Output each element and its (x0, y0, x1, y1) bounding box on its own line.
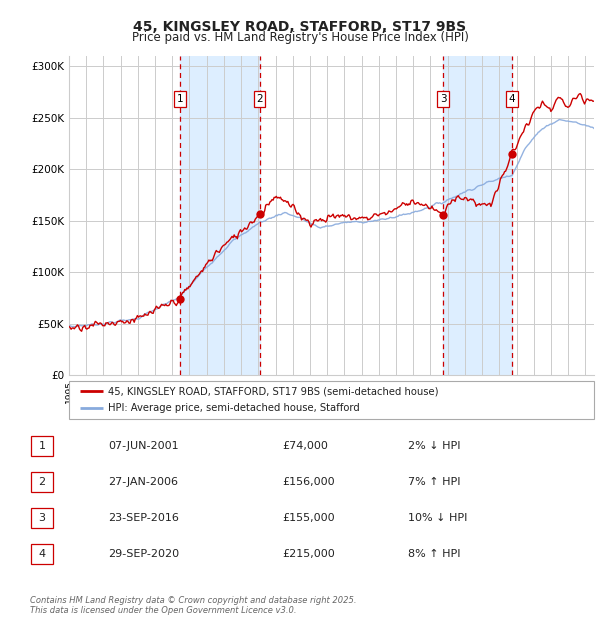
Text: 27-JAN-2006: 27-JAN-2006 (108, 477, 178, 487)
Text: 07-JUN-2001: 07-JUN-2001 (108, 441, 179, 451)
FancyBboxPatch shape (31, 544, 53, 564)
Text: 7% ↑ HPI: 7% ↑ HPI (408, 477, 461, 487)
Text: 3: 3 (440, 94, 446, 104)
Text: 45, KINGSLEY ROAD, STAFFORD, ST17 9BS: 45, KINGSLEY ROAD, STAFFORD, ST17 9BS (133, 20, 467, 34)
Bar (180, 56, 260, 375)
FancyBboxPatch shape (31, 508, 53, 528)
Bar (443, 56, 512, 375)
Text: 3: 3 (38, 513, 46, 523)
Text: 2: 2 (38, 477, 46, 487)
Text: £215,000: £215,000 (282, 549, 335, 559)
Text: 10% ↓ HPI: 10% ↓ HPI (408, 513, 467, 523)
Text: Contains HM Land Registry data © Crown copyright and database right 2025.
This d: Contains HM Land Registry data © Crown c… (30, 596, 356, 615)
Text: 29-SEP-2020: 29-SEP-2020 (108, 549, 179, 559)
FancyBboxPatch shape (31, 472, 53, 492)
Text: £156,000: £156,000 (282, 477, 335, 487)
Text: 1: 1 (38, 441, 46, 451)
Text: 23-SEP-2016: 23-SEP-2016 (108, 513, 179, 523)
Text: £155,000: £155,000 (282, 513, 335, 523)
FancyBboxPatch shape (69, 381, 594, 419)
Text: 45, KINGSLEY ROAD, STAFFORD, ST17 9BS (semi-detached house): 45, KINGSLEY ROAD, STAFFORD, ST17 9BS (s… (109, 386, 439, 396)
Text: Price paid vs. HM Land Registry's House Price Index (HPI): Price paid vs. HM Land Registry's House … (131, 31, 469, 44)
Text: 2: 2 (256, 94, 263, 104)
Text: 4: 4 (38, 549, 46, 559)
Text: £74,000: £74,000 (282, 441, 328, 451)
FancyBboxPatch shape (31, 436, 53, 456)
Text: 4: 4 (509, 94, 515, 104)
Text: 2% ↓ HPI: 2% ↓ HPI (408, 441, 461, 451)
Text: 8% ↑ HPI: 8% ↑ HPI (408, 549, 461, 559)
Text: 1: 1 (176, 94, 183, 104)
Text: HPI: Average price, semi-detached house, Stafford: HPI: Average price, semi-detached house,… (109, 404, 360, 414)
